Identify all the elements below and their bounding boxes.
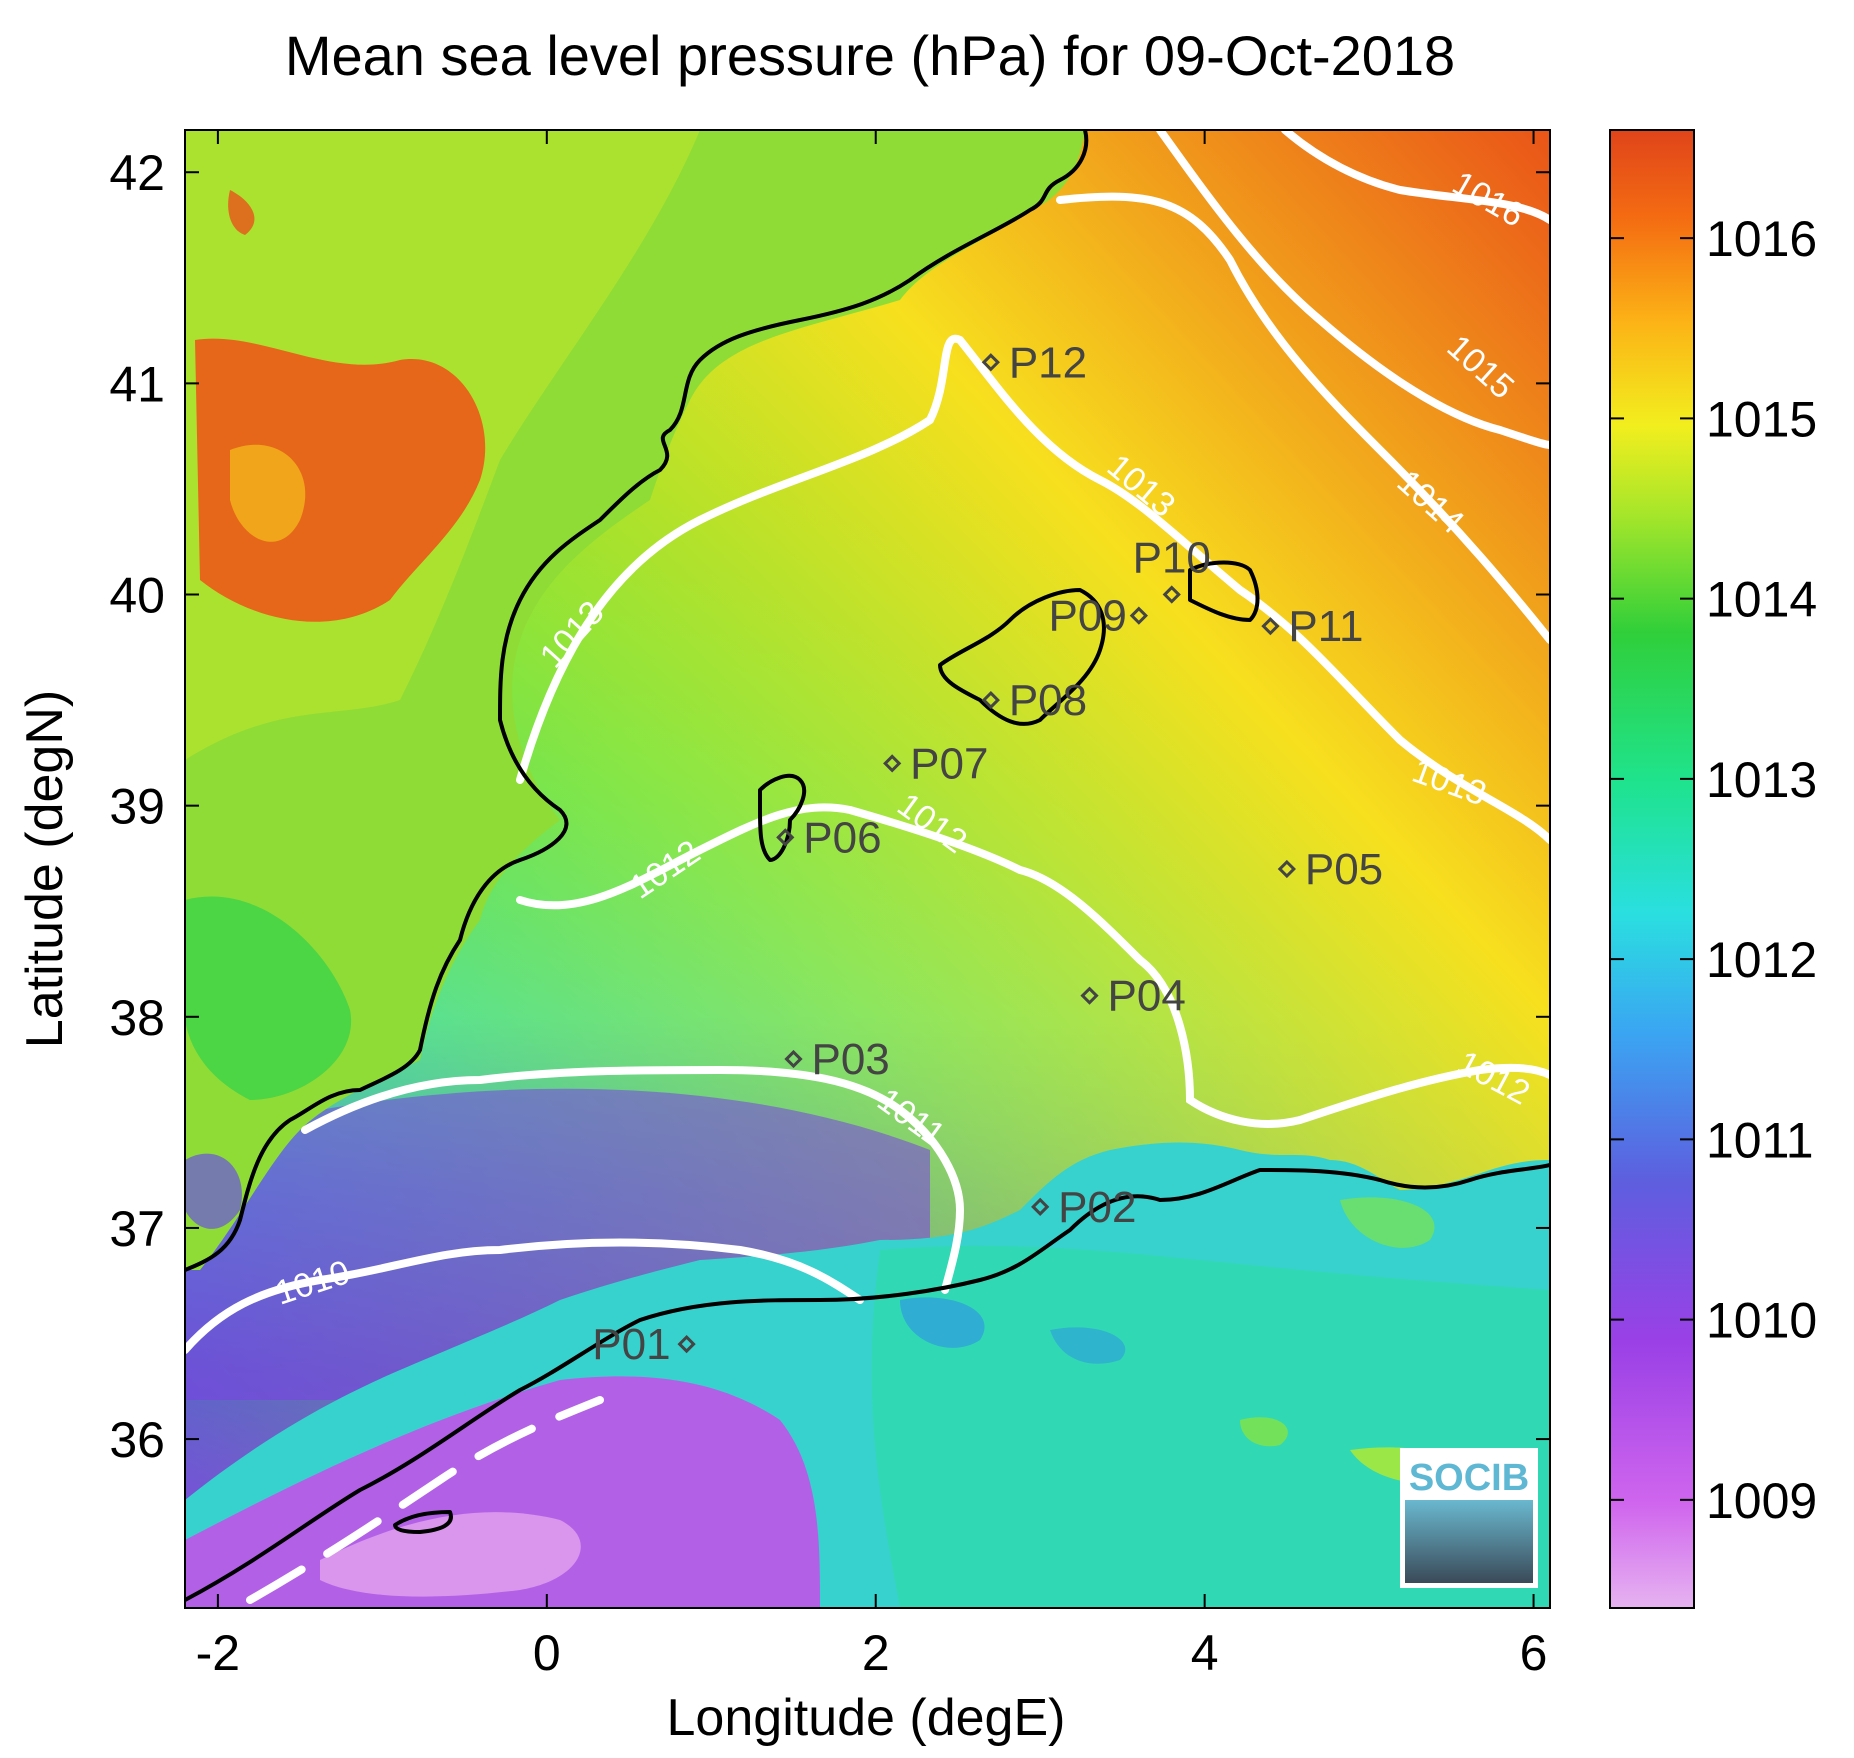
africa-coast xyxy=(185,1163,1550,1602)
menorca-coast xyxy=(1188,560,1260,622)
x-axis-label: Longitude (degE) xyxy=(667,1689,1066,1747)
station-marker xyxy=(1162,585,1181,604)
iberia-mountains xyxy=(195,338,486,622)
y-tick-label: 38 xyxy=(109,990,165,1046)
station-marker xyxy=(1031,1197,1050,1216)
station-marker xyxy=(776,828,795,847)
isobar-1010 xyxy=(185,1238,864,1354)
iberia-coast xyxy=(185,130,1089,1272)
station-marker xyxy=(1277,859,1296,879)
map-field: 1016 1015 1014 1013 1013 1013 1012 1012 … xyxy=(185,130,1550,1608)
x-tick-label: -2 xyxy=(196,1625,240,1681)
y-axis: 36 37 38 39 40 41 42 xyxy=(109,145,1550,1468)
station-label: P02 xyxy=(1058,1183,1136,1232)
x-tick-label: 4 xyxy=(1191,1625,1219,1681)
colorbar xyxy=(1609,129,1695,1609)
y-tick-label: 42 xyxy=(109,145,165,201)
colorbar-tick-label: 1012 xyxy=(1706,932,1817,988)
colorbar-tick-label: 1014 xyxy=(1706,572,1817,628)
station-marker xyxy=(677,1334,696,1354)
isobar-1009-dashed xyxy=(246,1396,604,1604)
x-axis: -2 0 2 4 6 xyxy=(196,130,1548,1681)
colorbar-tick-label: 1016 xyxy=(1706,211,1817,267)
x-tick-label: 2 xyxy=(862,1625,890,1681)
isobars xyxy=(185,130,1550,1604)
chart-title: Mean sea level pressure (hPa) for 09-Oct… xyxy=(285,24,1455,87)
colorbar-tick-label: 1009 xyxy=(1706,1473,1817,1529)
station-label: P11 xyxy=(1288,602,1363,651)
station-label: P08 xyxy=(1009,676,1087,725)
station-marker xyxy=(981,690,1000,710)
station-label: P01 xyxy=(592,1320,670,1369)
colorbar-tick-label: 1010 xyxy=(1706,1293,1817,1349)
station-marker xyxy=(1080,986,1099,1005)
station-marker xyxy=(1129,606,1148,625)
y-tick-label: 41 xyxy=(109,356,165,412)
y-tick-label: 36 xyxy=(109,1412,165,1468)
coastline xyxy=(185,130,1550,1602)
x-tick-label: 6 xyxy=(1520,1625,1548,1681)
station-label: P09 xyxy=(1049,592,1127,641)
station-label: P12 xyxy=(1009,338,1087,387)
isobar-1015 xyxy=(1156,130,1550,449)
station-marker xyxy=(1261,617,1280,636)
station-label: P05 xyxy=(1305,845,1383,894)
station-label: P04 xyxy=(1108,972,1186,1021)
station-label: P03 xyxy=(811,1035,889,1084)
x-tick-label: 0 xyxy=(533,1625,561,1681)
colorbar-tick-label: 1015 xyxy=(1706,391,1817,447)
station-marker xyxy=(981,353,1000,372)
ibiza-coast xyxy=(758,773,807,862)
plot-frame xyxy=(184,129,1551,1609)
mallorca-coast xyxy=(938,588,1106,726)
station-label: P10 xyxy=(1133,534,1211,583)
station-marker xyxy=(784,1049,803,1069)
isobar-1016 xyxy=(1281,130,1550,224)
station-marker xyxy=(883,754,902,773)
colorbar-tick-label: 1011 xyxy=(1706,1112,1814,1168)
socib-logo-text: SOCIB xyxy=(1409,1457,1529,1499)
station-label: P06 xyxy=(803,813,881,862)
colorbar-tick-label: 1013 xyxy=(1706,752,1817,808)
isobar-1011 xyxy=(301,1065,965,1294)
socib-logo: SOCIB xyxy=(1400,1448,1538,1588)
colorbar-ticks: 1009 1010 1011 1012 1013 1014 1015 1016 xyxy=(1610,211,1817,1529)
isobar-1012 xyxy=(516,803,1550,1128)
isobar-1013 xyxy=(516,334,1550,844)
y-tick-label: 40 xyxy=(109,568,165,624)
y-axis-label: Latitude (degN) xyxy=(16,690,74,1048)
station-label: P07 xyxy=(910,739,988,788)
y-tick-label: 39 xyxy=(109,779,165,835)
y-tick-label: 37 xyxy=(109,1201,165,1257)
small-lake-coast xyxy=(393,1510,453,1534)
isobar-1014 xyxy=(1056,192,1550,644)
